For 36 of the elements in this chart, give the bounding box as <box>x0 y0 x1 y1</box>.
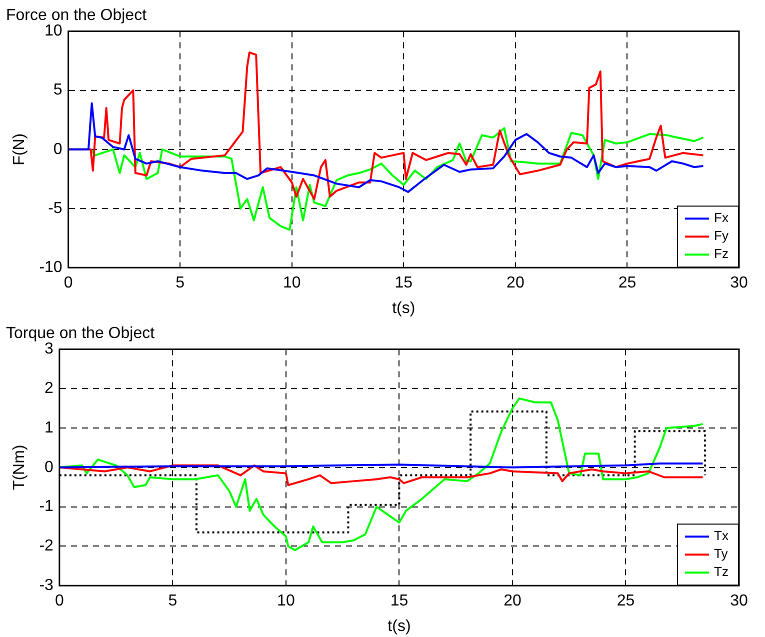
chart-title: Force on the Object <box>6 7 148 24</box>
x-tick-label: 20 <box>504 592 522 610</box>
legend-label: Fz <box>714 246 728 262</box>
y-tick-label: 5 <box>53 82 62 99</box>
y-tick-label: -5 <box>48 200 62 217</box>
y-tick-label: 3 <box>44 340 54 358</box>
y-tick-label: -3 <box>39 577 54 594</box>
legend-label: Fy <box>714 228 729 244</box>
legend-label: Ty <box>714 546 728 562</box>
y-tick-label: 2 <box>44 380 54 398</box>
legend-label: Tx <box>714 528 729 544</box>
y-tick-label: 1 <box>44 419 54 436</box>
x-tick-label: 15 <box>390 592 408 610</box>
legend-label: Tz <box>714 564 728 580</box>
x-tick-label: 10 <box>277 592 295 610</box>
y-tick-label: -10 <box>39 259 62 276</box>
y-axis-title: F(N) <box>11 133 28 166</box>
x-tick-label: 25 <box>618 274 636 292</box>
x-axis-title: t(s) <box>388 618 411 635</box>
x-tick-label: 15 <box>394 274 413 292</box>
x-tick-label: 30 <box>730 592 748 610</box>
x-tick-label: 30 <box>730 274 748 292</box>
y-tick-label: -2 <box>39 538 54 555</box>
y-axis-title: T(Nm) <box>11 444 28 490</box>
y-tick-label: 10 <box>44 22 62 40</box>
y-tick-label: -1 <box>39 498 54 516</box>
y-tick-label: 0 <box>53 140 62 158</box>
x-tick-label: 10 <box>282 274 301 292</box>
x-tick-label: 20 <box>506 274 524 292</box>
x-tick-label: 5 <box>168 592 178 610</box>
x-tick-label: 25 <box>616 592 635 610</box>
legend-label: Fx <box>714 210 729 226</box>
x-tick-label: 5 <box>176 274 185 292</box>
chart-title: Torque on the Object <box>6 325 156 342</box>
y-tick-label: 0 <box>44 458 54 476</box>
x-axis-title: t(s) <box>392 300 416 317</box>
